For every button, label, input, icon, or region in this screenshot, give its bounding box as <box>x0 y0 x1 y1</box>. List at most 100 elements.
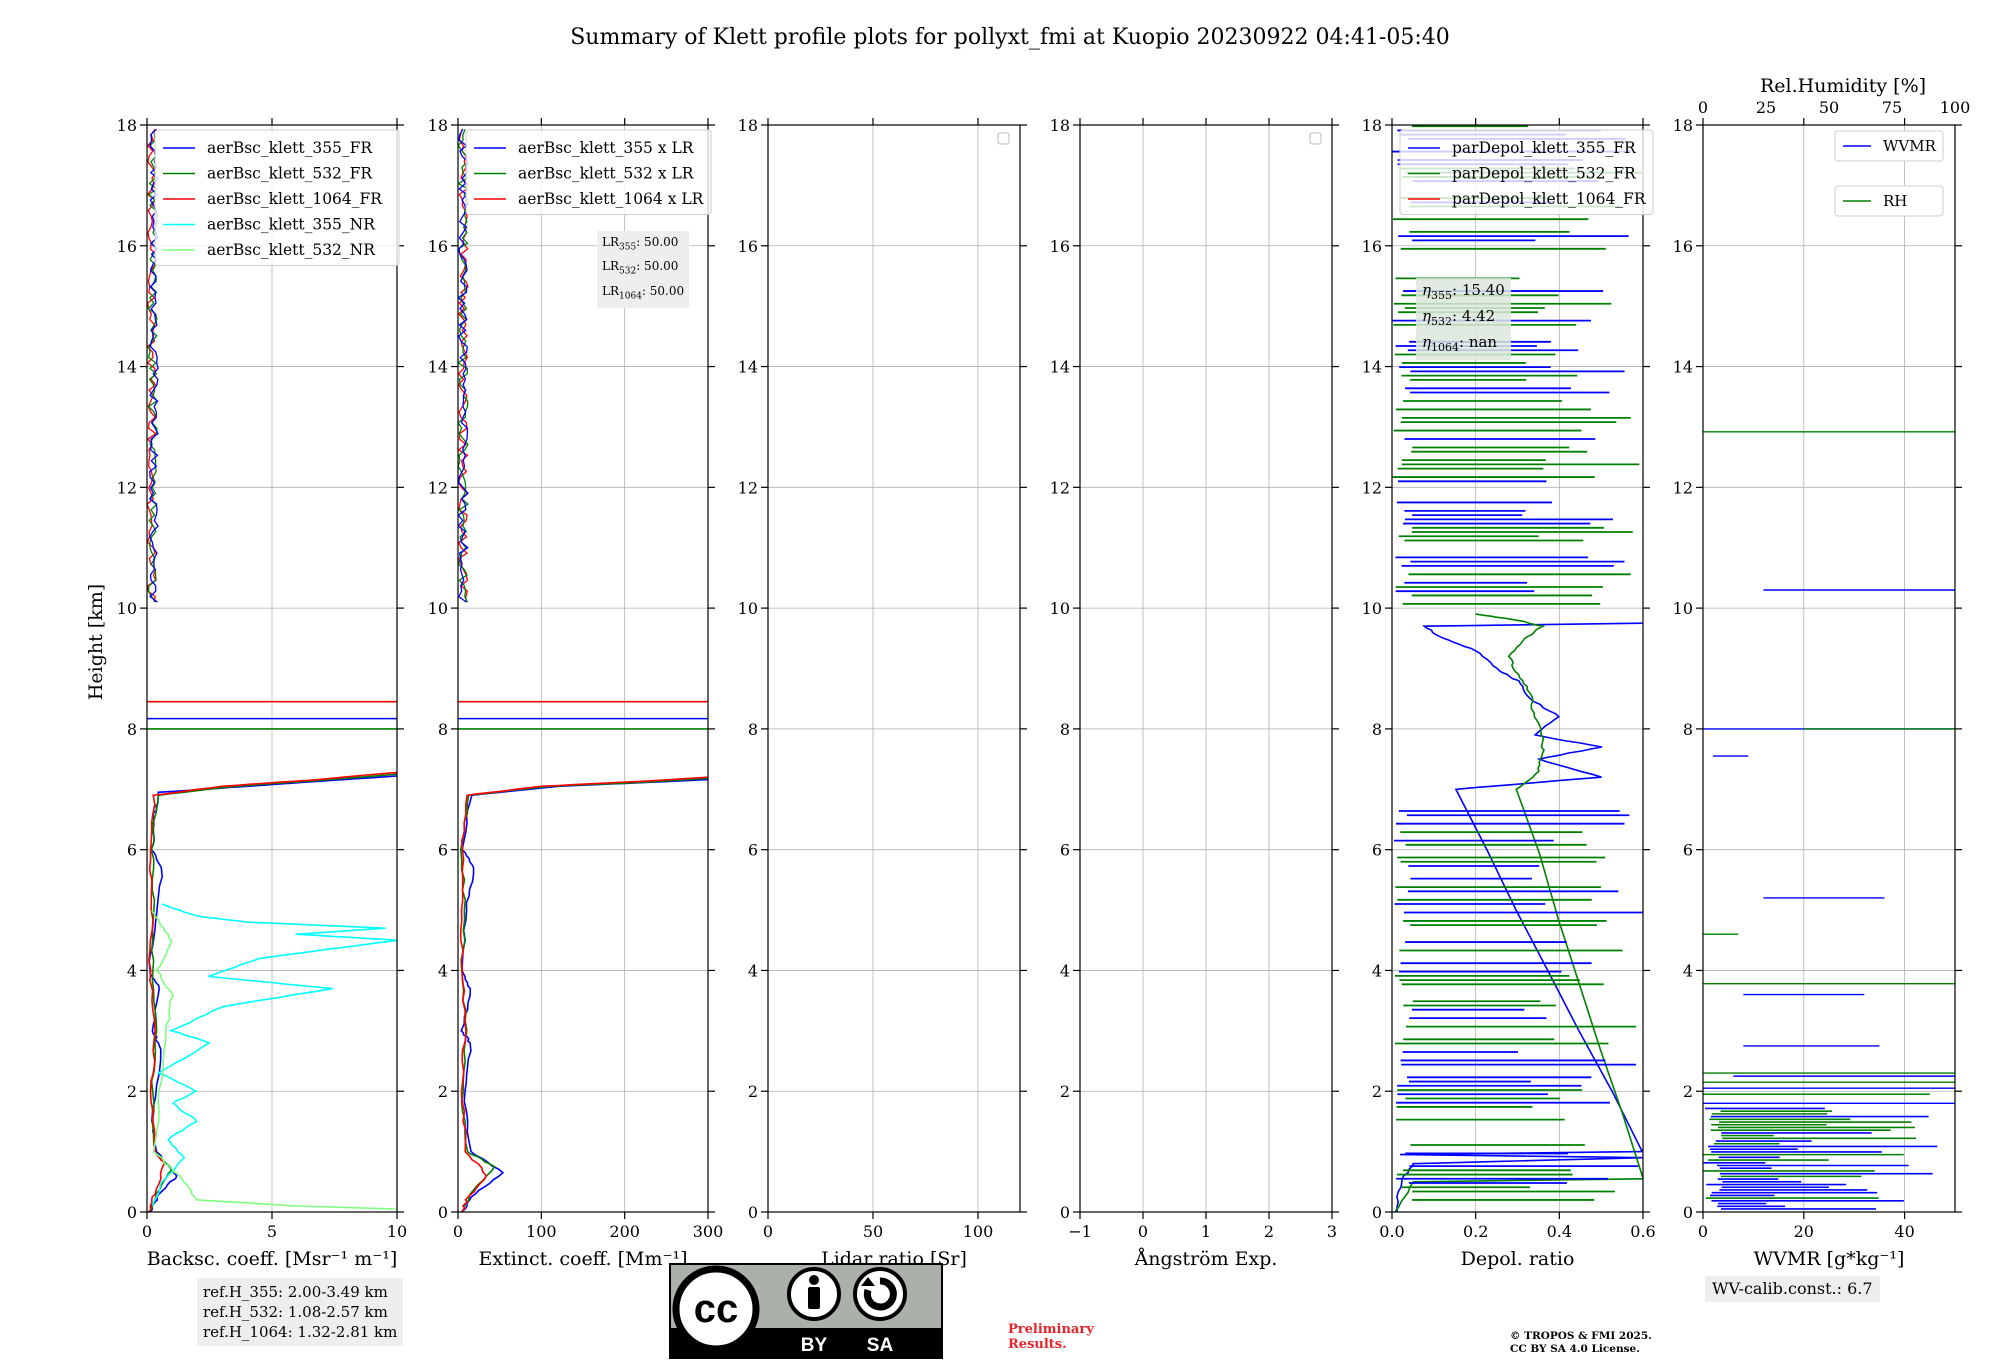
series-line <box>1396 622 1643 1212</box>
y-tick-label: 6 <box>1372 841 1382 860</box>
x-axis-label: WVMR [g*kg⁻¹] <box>1754 1248 1905 1270</box>
x-tick-label: 0 <box>1138 1222 1148 1241</box>
y-tick-label: 2 <box>1683 1082 1693 1101</box>
legend-label: parDepol_klett_355_FR <box>1452 139 1637 157</box>
by-label: BY <box>801 1335 828 1356</box>
legend-label: aerBsc_klett_355_FR <box>207 139 373 157</box>
series-line <box>147 773 397 1212</box>
y-tick-label: 2 <box>1372 1082 1382 1101</box>
top-tick-label: 0 <box>1698 98 1708 117</box>
legend-box <box>1834 130 1944 162</box>
top-tick-label: 25 <box>1756 98 1776 117</box>
series-line <box>148 771 397 1212</box>
y-tick-label: 12 <box>117 478 137 497</box>
x-tick-label: 20 <box>1794 1222 1814 1241</box>
copyright-line-2: CC BY SA 4.0 License. <box>1510 1343 1640 1355</box>
x-axis-label: Extinct. coeff. [Mm⁻¹] <box>478 1248 687 1270</box>
eta-532: η532: 4.42 <box>1422 307 1496 328</box>
series-line <box>151 903 397 1207</box>
eta-annotation: η355: 15.40 η532: 4.42 η1064: nan <box>1416 278 1511 360</box>
y-tick-label: 2 <box>127 1082 137 1101</box>
legend-label: WVMR <box>1883 137 1937 155</box>
top-tick-label: 100 <box>1940 98 1971 117</box>
x-tick-label: 5 <box>267 1222 277 1241</box>
y-tick-label: 0 <box>1683 1203 1693 1222</box>
y-tick-label: 6 <box>748 841 758 860</box>
y-tick-label: 12 <box>428 478 448 497</box>
y-axis-label: Height [km] <box>85 584 107 700</box>
legend-label: aerBsc_klett_532_NR <box>207 241 376 259</box>
legend-label: aerBsc_klett_355 x LR <box>518 139 695 157</box>
noise-line <box>147 129 158 603</box>
y-tick-label: 2 <box>438 1082 448 1101</box>
y-tick-label: 8 <box>1372 720 1382 739</box>
y-tick-label: 16 <box>1362 237 1382 256</box>
panel-extinction: 0 2 4 6 8 10 12 14 16 18 0 100 200 300 Extinct. coeff.… <box>428 116 724 1270</box>
eta-1064: η1064: nan <box>1422 333 1498 354</box>
legend-label: parDepol_klett_1064_FR <box>1452 190 1647 208</box>
y-tick-label: 4 <box>1060 961 1070 980</box>
sa-label: SA <box>867 1335 894 1356</box>
x-tick-label: 0 <box>142 1222 152 1241</box>
y-tick-label: 16 <box>117 237 137 256</box>
y-tick-label: 14 <box>1362 358 1382 377</box>
panel-depol: 0 2 4 6 8 10 12 14 16 18 0.0 0.2 0.4 0.6 Depol. ratio p… <box>1362 116 1656 1270</box>
copyright-note: © TROPOS & FMI 2025. CC BY SA 4.0 Licens… <box>1510 1330 1652 1356</box>
y-tick-label: 8 <box>1060 720 1070 739</box>
y-tick-label: 12 <box>1050 478 1070 497</box>
y-tick-label: 4 <box>1683 961 1693 980</box>
wv-calib-annotation: WV-calib.const.: 6.7 <box>1705 1276 1880 1302</box>
y-tick-label: 18 <box>1050 116 1070 135</box>
y-tick-label: 14 <box>738 358 758 377</box>
y-tick-label: 0 <box>1372 1203 1382 1222</box>
x-tick-label: 3 <box>1327 1222 1337 1241</box>
y-tick-label: 14 <box>1673 358 1693 377</box>
y-tick-label: 10 <box>117 599 137 618</box>
y-tick-label: 14 <box>117 358 137 377</box>
x-tick-label: 2 <box>1264 1222 1274 1241</box>
y-tick-label: 16 <box>428 237 448 256</box>
y-tick-label: 10 <box>1673 599 1693 618</box>
y-tick-label: 18 <box>1362 116 1382 135</box>
lr-1064: LR1064: 50.00 <box>602 283 685 302</box>
plot-frame <box>1702 124 1956 1213</box>
top-tick-label: 50 <box>1819 98 1839 117</box>
y-tick-label: 10 <box>738 599 758 618</box>
series-line <box>151 909 396 1210</box>
y-tick-label: 16 <box>1050 237 1070 256</box>
y-tick-label: 8 <box>127 720 137 739</box>
y-tick-label: 0 <box>748 1203 758 1222</box>
y-tick-label: 16 <box>738 237 758 256</box>
x-tick-label: 200 <box>609 1222 640 1241</box>
lidar-ratio-annotation: LR355: 50.00 LR532: 50.00 LR1064: 50.00 <box>597 231 690 309</box>
ref-height-532: ref.H_532: 1.08-2.57 km <box>203 1303 388 1321</box>
x-tick-label: 0.0 <box>1379 1222 1404 1241</box>
y-tick-label: 18 <box>1673 116 1693 135</box>
legend-label: RH <box>1883 192 1907 210</box>
cc-by-sa-badge[interactable]: cc BY SA <box>668 1262 944 1360</box>
y-tick-label: 0 <box>438 1203 448 1222</box>
x-tick-label: 100 <box>526 1222 557 1241</box>
legend-box <box>1834 185 1944 217</box>
y-tick-label: 8 <box>748 720 758 739</box>
y-tick-label: 6 <box>127 841 137 860</box>
lr-532: LR532: 50.00 <box>602 259 679 277</box>
y-tick-label: 0 <box>127 1203 137 1222</box>
top-tick-label: 75 <box>1882 98 1902 117</box>
x-tick-label: 0.4 <box>1547 1222 1572 1241</box>
legend-label: aerBsc_klett_532_FR <box>207 165 373 183</box>
y-tick-label: 8 <box>1683 720 1693 739</box>
y-tick-label: 10 <box>428 599 448 618</box>
prelim-line-1: Preliminary <box>1008 1322 1094 1337</box>
legend-box <box>1399 129 1654 215</box>
figure-title: Summary of Klett profile plots for polly… <box>570 25 1450 50</box>
ref-height-1064: ref.H_1064: 1.32-2.81 km <box>203 1323 398 1341</box>
y-tick-label: 4 <box>748 961 758 980</box>
y-tick-label: 2 <box>748 1082 758 1101</box>
y-tick-label: 12 <box>1673 478 1693 497</box>
sa-share-alike-icon <box>853 1267 907 1321</box>
wv-calib-const: WV-calib.const.: 6.7 <box>1712 1279 1873 1298</box>
